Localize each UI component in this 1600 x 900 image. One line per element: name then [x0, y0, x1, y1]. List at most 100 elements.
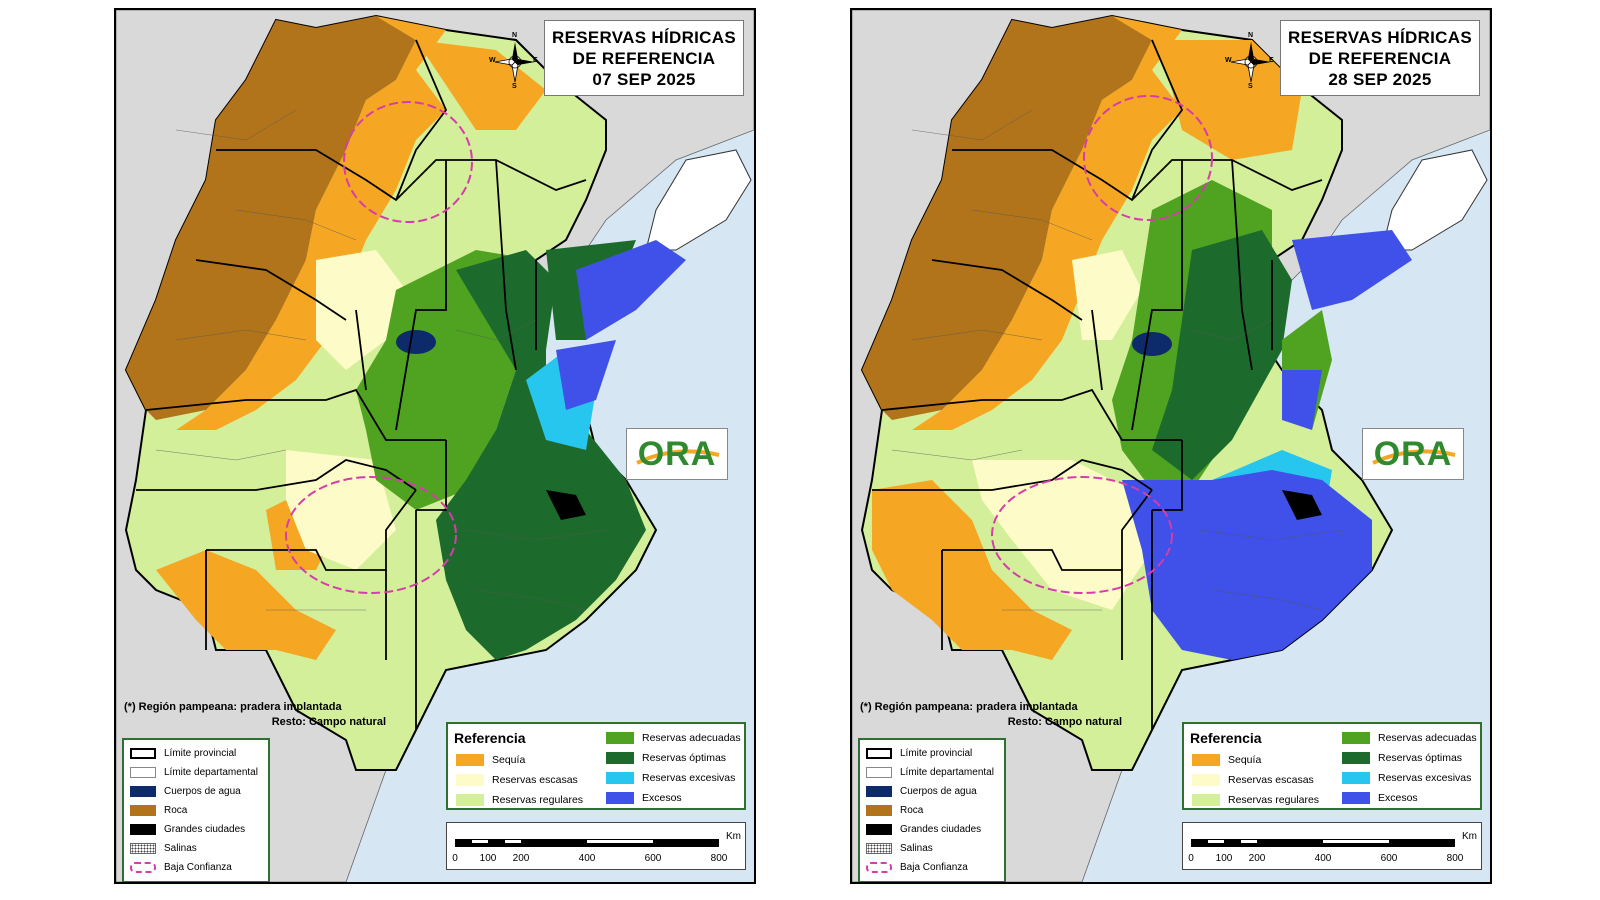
region-excesos-mid	[1282, 370, 1322, 430]
legend-item-limite-departamental: Límite departamental	[866, 763, 998, 782]
swatch-cuerpos-de-agua	[866, 786, 892, 797]
scale-tick: 200	[512, 853, 530, 864]
swatch-excesos	[1342, 792, 1370, 804]
ref-label: Reservas escasas	[1228, 774, 1314, 786]
legend-item-baja-confianza: Baja Confianza	[866, 858, 998, 877]
pampeana-note: (*) Región pampeana: pradera implantada …	[124, 700, 386, 730]
legend-label: Cuerpos de agua	[900, 786, 977, 797]
legend-label: Salinas	[164, 843, 197, 854]
ref-label: Sequía	[492, 754, 526, 766]
swatch-limite-departamental	[866, 767, 892, 778]
ref-item-reservas-regulares: Reservas regulares	[456, 790, 583, 810]
legend-item-grandes-ciudades: Grandes ciudades	[130, 820, 262, 839]
ref-item-excesos: Excesos	[606, 788, 741, 808]
ref-item-sequia: Sequía	[1192, 750, 1319, 770]
scale-tick: 100	[479, 853, 497, 864]
note-line-1: (*) Región pampeana: pradera implantada	[860, 701, 1078, 713]
reference-legend: Referencia Sequía Reservas escasas Reser…	[446, 722, 746, 810]
ref-label: Reservas óptimas	[1378, 752, 1463, 764]
legend-item-grandes-ciudades: Grandes ciudades	[866, 820, 998, 839]
scale-bar	[455, 839, 719, 847]
legend-item-limite-departamental: Límite departamental	[130, 763, 262, 782]
pampeana-note: (*) Región pampeana: pradera implantada …	[860, 700, 1122, 730]
water-body	[1132, 332, 1172, 356]
swatch-sequia	[456, 754, 484, 766]
ref-label: Reservas óptimas	[642, 752, 727, 764]
ref-label: Reservas excesivas	[1378, 772, 1472, 784]
swatch-reservas-regulares	[456, 794, 484, 806]
legend-item-roca: Roca	[866, 801, 998, 820]
big-city	[546, 490, 586, 520]
region-sequia-center	[176, 16, 446, 430]
note-line-2: Resto: Campo natural	[271, 716, 386, 728]
region-optimas	[1152, 230, 1292, 480]
region-sequia-center	[912, 16, 1182, 430]
legend-item-limite-provincial: Límite provincial	[866, 744, 998, 763]
map-sep07	[116, 10, 754, 882]
compass-letter-e: E	[533, 57, 538, 64]
region-escasas2	[1072, 250, 1142, 340]
symbol-legend: Límite provincial Límite departamental C…	[858, 738, 1006, 882]
scale-unit: Km	[726, 831, 741, 842]
ora-logo-text: ORA	[1373, 435, 1453, 473]
ref-label: Excesos	[1378, 792, 1418, 804]
map-panel-sep07: N S E W RESERVAS HÍDRICAS DE REFERENCIA …	[114, 8, 756, 884]
province-boundaries	[136, 39, 587, 730]
symbol-legend: Límite provincial Límite departamental C…	[122, 738, 270, 882]
ref-item-sequia: Sequía	[456, 750, 583, 770]
mesopotamia-land	[645, 149, 752, 251]
mesopotamia-land	[1381, 149, 1488, 251]
swatch-salinas	[130, 843, 156, 854]
ref-item-reservas-optimas: Reservas óptimas	[606, 748, 741, 768]
map-title-line-1: RESERVAS HÍDRICAS	[552, 28, 736, 47]
baja-confianza-zone-north	[1083, 95, 1213, 221]
legend-label: Roca	[164, 805, 188, 816]
swatch-reservas-adecuadas	[606, 732, 634, 744]
compass-rose-icon: N S E W	[1225, 32, 1275, 92]
baja-confianza-zone-north	[343, 101, 473, 223]
swatch-salinas	[866, 843, 892, 854]
swatch-grandes-ciudades	[866, 824, 892, 835]
ref-item-excesos: Excesos	[1342, 788, 1477, 808]
legend-label: Cuerpos de agua	[164, 786, 241, 797]
ora-logo: ORA	[626, 428, 728, 480]
reference-col-2: Reservas adecuadas Reservas óptimas Rese…	[606, 728, 741, 808]
region-sequia-north	[1152, 40, 1302, 160]
region-excesos	[576, 240, 686, 340]
scale-bar	[1191, 839, 1455, 847]
ref-item-reservas-escasas: Reservas escasas	[456, 770, 583, 790]
ref-label: Reservas escasas	[492, 774, 578, 786]
scale-bar-box: Km 0 100 200 400 600 800	[1182, 822, 1482, 870]
compass-rose-icon: N S E W	[489, 32, 539, 92]
ref-item-reservas-excesivas: Reservas excesivas	[606, 768, 741, 788]
region-excesos-ne	[1292, 230, 1412, 310]
ref-label: Excesos	[642, 792, 682, 804]
baja-confianza-zone-south	[991, 476, 1173, 594]
ref-item-reservas-adecuadas: Reservas adecuadas	[606, 728, 741, 748]
scale-tick: 600	[1380, 853, 1398, 864]
scale-bar-box: Km 0 100 200 400 600 800	[446, 822, 746, 870]
department-boundaries	[155, 109, 607, 611]
map-sep28	[852, 10, 1490, 882]
swatch-roca	[130, 805, 156, 816]
ref-item-reservas-adecuadas: Reservas adecuadas	[1342, 728, 1477, 748]
legend-item-salinas: Salinas	[866, 839, 998, 858]
swatch-reservas-optimas	[606, 752, 634, 764]
legend-item-limite-provincial: Límite provincial	[130, 744, 262, 763]
scale-unit: Km	[1462, 831, 1477, 842]
region-excesos2	[556, 340, 616, 410]
map-title-box: RESERVAS HÍDRICAS DE REFERENCIA 07 SEP 2…	[544, 20, 744, 96]
scale-tick: 600	[644, 853, 662, 864]
map-title-line-1: RESERVAS HÍDRICAS	[1288, 28, 1472, 47]
swatch-limite-departamental	[130, 767, 156, 778]
swatch-roca	[866, 805, 892, 816]
swatch-reservas-optimas	[1342, 752, 1370, 764]
region-sequia-south	[156, 550, 336, 660]
region-escasas	[972, 460, 1152, 610]
ref-label: Reservas excesivas	[642, 772, 736, 784]
legend-label: Límite departamental	[164, 767, 258, 778]
ref-item-reservas-excesivas: Reservas excesivas	[1342, 768, 1477, 788]
region-optimas	[436, 250, 646, 660]
legend-item-cuerpos-de-agua: Cuerpos de agua	[866, 782, 998, 801]
map-title-date: 07 SEP 2025	[592, 70, 696, 89]
